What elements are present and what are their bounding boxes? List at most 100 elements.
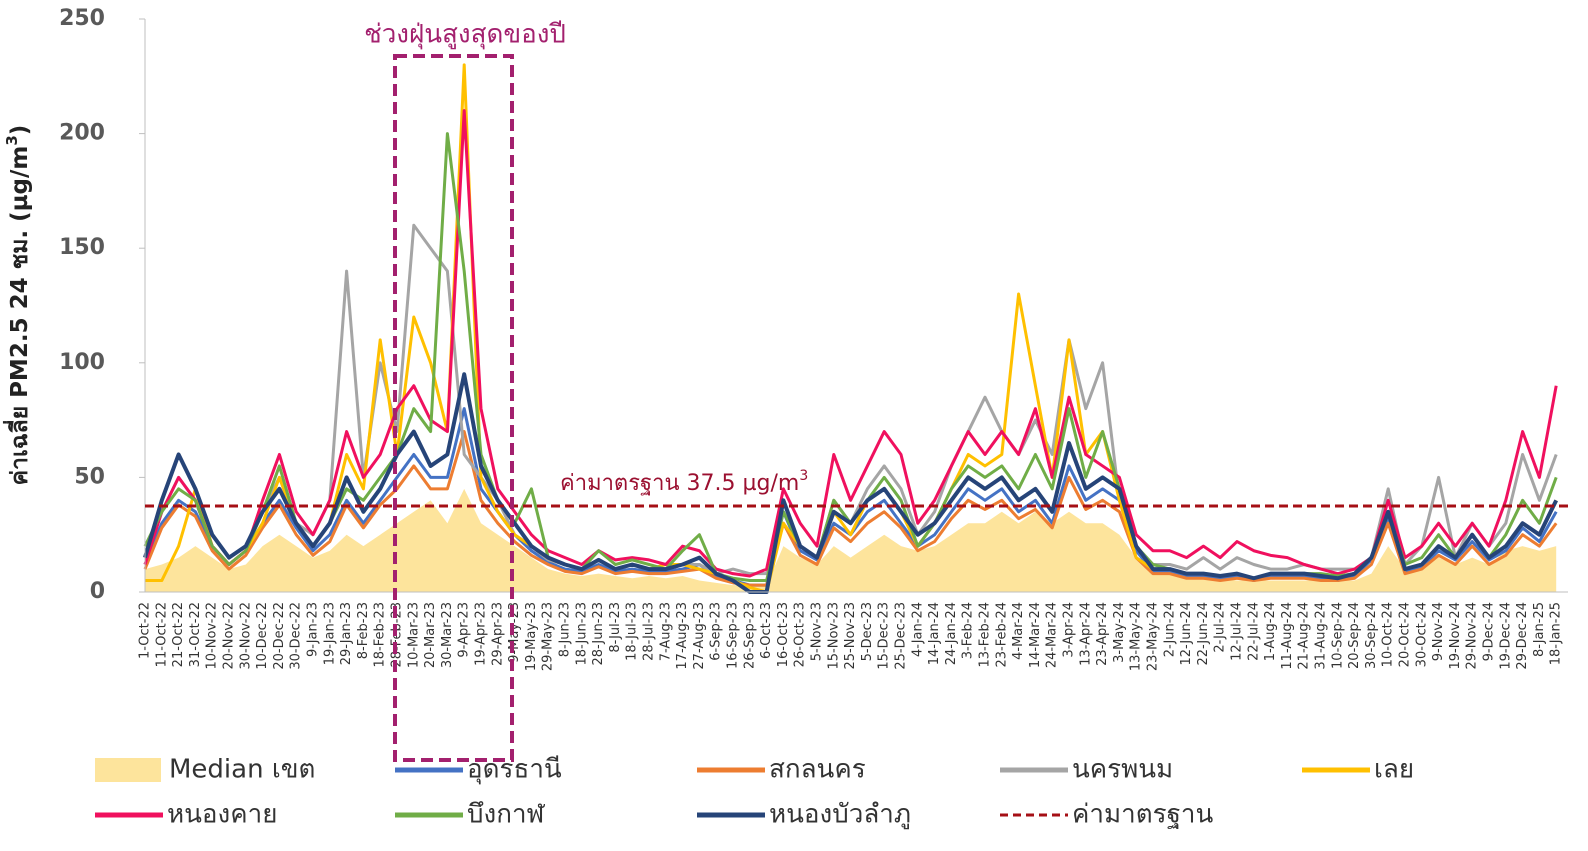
x-tick-label: 15-Nov-23 [826,602,841,670]
series-line [143,109,1558,578]
x-tick-label: 15-Dec-23 [877,602,892,670]
x-tick-label: 1-Oct-22 [138,602,153,659]
x-tick-label: 10-Nov-22 [205,602,220,670]
x-tick-label: 22-Jun-24 [1196,602,1211,666]
x-tick-label: 21-Oct-22 [171,602,186,667]
x-tick-label: 19-May-23 [524,602,539,671]
x-tick-label: 9-May-23 [507,602,522,663]
x-tick-label: 2-Jul-24 [1213,602,1228,653]
x-tick-label: 11-Aug-24 [1280,602,1295,670]
x-tick-label: 27-Aug-23 [692,602,707,670]
series-line [143,430,1558,587]
x-tick-label: 10-Mar-23 [406,602,421,668]
x-tick-label: 19-Dec-24 [1498,602,1513,670]
legend-label: ค่ามาตรฐาน [1072,800,1214,830]
legend-label: สกลนคร [769,755,866,785]
x-tick-label: 22-Jul-24 [1246,602,1261,661]
x-tick-label: 4-Jan-24 [910,602,925,657]
y-tick-label: 0 [90,579,105,604]
x-tick-label: 25-Nov-23 [843,602,858,670]
x-tick-label: 24-Mar-24 [1045,602,1060,668]
highlight-box [393,54,514,762]
x-tick-label: 18-Jun-23 [574,602,589,666]
y-label-end: ) [7,125,33,136]
x-tick-label: 25-Dec-23 [894,602,909,670]
x-tick-label: 1-Aug-24 [1263,602,1278,661]
x-tick-label: 31-Oct-22 [188,602,203,667]
x-tick-label: 29-Jan-23 [339,602,354,665]
reference-label-text: ค่ามาตรฐาน 37.5 µg/m [560,471,799,496]
x-tick-label: 13-Apr-24 [1078,602,1093,666]
x-tick-label: 11-Oct-22 [154,602,169,667]
x-tick-label: 20-Nov-22 [222,602,237,670]
x-tick-label: 23-Apr-24 [1095,602,1110,666]
x-tick-label: 20-Oct-24 [1398,602,1413,667]
x-tick-label: 12-Jun-24 [1179,602,1194,666]
x-tick-label: 20-Mar-23 [423,602,438,668]
x-tick-label: 5-Dec-23 [860,602,875,661]
x-tick-label: 3-Feb-24 [961,602,976,659]
x-tick-label: 18-Jul-23 [625,602,640,661]
series-line [143,372,1558,594]
x-tick-label: 26-Oct-23 [793,602,808,667]
median-area [145,488,1557,592]
x-tick-label: 10-Dec-22 [255,602,270,670]
x-tick-label: 31-Aug-24 [1314,602,1329,670]
x-tick-label: 9-Jan-23 [306,602,321,657]
x-tick-label: 6-Sep-23 [709,602,724,661]
legend-label: อุดรธานี [467,755,562,785]
x-tick-label: 13-May-24 [1129,602,1144,671]
x-tick-label: 3-May-24 [1112,602,1127,663]
x-tick-label: 19-Apr-23 [474,602,489,666]
x-tick-label: 9-Dec-24 [1482,602,1497,661]
x-tick-label: 30-Mar-23 [440,602,455,668]
x-tick-label: 23-Feb-24 [994,602,1009,667]
x-tick-label: 20-Dec-22 [272,602,287,670]
x-tick-label: 28-Jul-23 [642,602,657,661]
legend-label: หนองคาย [167,800,277,830]
y-label-text: ค่าเฉลี่ย PM2.5 24 ชม. (µg/m [2,146,33,486]
x-tick-label: 26-Sep-23 [742,602,757,669]
reference-label: ค่ามาตรฐาน 37.5 µg/m3 [560,468,808,496]
x-tick-label: 23-May-24 [1146,602,1161,671]
x-tick-label: 4-Mar-24 [1011,602,1026,660]
x-tick-label: 29-Dec-24 [1515,602,1530,670]
x-tick-label: 8-Jul-23 [608,602,623,653]
y-label-sup: 3 [3,135,21,145]
x-tick-label: 17-Aug-23 [675,602,690,670]
legend-label: บึงกาฬ [467,800,546,830]
x-tick-label: 29-May-23 [541,602,556,671]
x-tick-label: 9-Nov-24 [1431,602,1446,661]
x-tick-label: 16-Oct-23 [776,602,791,667]
x-tick-label: 3-Apr-24 [1062,602,1077,658]
x-tick-label: 8-Jan-25 [1532,602,1547,657]
x-tick-label: 18-Feb-23 [373,602,388,667]
x-tick-label: 30-Nov-22 [238,602,253,670]
x-tick-label: 16-Sep-23 [726,602,741,669]
x-tick-label: 30-Dec-22 [289,602,304,670]
x-tick-label: 10-Sep-24 [1330,602,1345,669]
x-tick-label: 19-Jan-23 [322,602,337,665]
x-tick-label: 2-Jun-24 [1162,602,1177,657]
x-tick-label: 18-Jan-25 [1549,602,1564,665]
x-tick-label: 12-Jul-24 [1230,602,1245,661]
x-tick-label: 14-Mar-24 [1028,602,1043,668]
x-tick-label: 14-Jan-24 [927,602,942,665]
x-tick-label: 30-Oct-24 [1414,602,1429,667]
x-tick-label: 9-Apr-23 [457,602,472,658]
x-tick-label: 6-Oct-23 [759,602,774,659]
x-tick-label: 29-Nov-24 [1465,602,1480,670]
x-tick-label: 8-Jun-23 [558,602,573,657]
y-axis-label: ค่าเฉลี่ย PM2.5 24 ชม. (µg/m3) [2,125,33,486]
x-tick-label: 28-Jun-23 [591,602,606,666]
x-tick-label: 13-Feb-24 [978,602,993,667]
x-tick-label: 29-Apr-23 [490,602,505,666]
highlight-label: ช่วงฝุ่นสูงสุดของปี [364,20,566,50]
y-tick-label: 100 [59,350,105,375]
x-tick-label: 30-Sep-24 [1364,602,1379,669]
y-tick-label: 50 [74,464,105,489]
legend-swatch [95,758,161,782]
legend-label: นครพนม [1072,755,1173,785]
x-tick-label: 7-Aug-23 [658,602,673,661]
